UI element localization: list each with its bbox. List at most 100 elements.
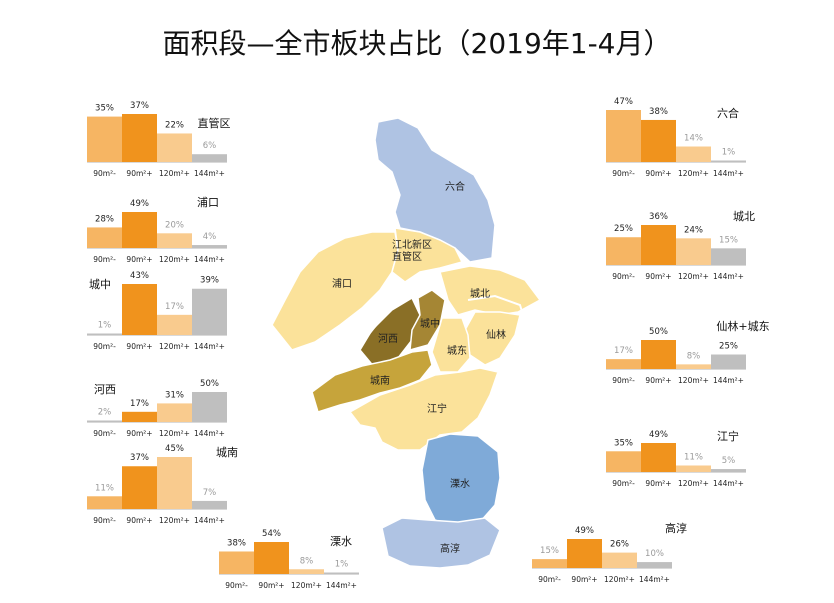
map-label-jiangning: 江宁 [427,402,447,415]
category-tick-label: 90m²+ [258,581,284,590]
bar-value-label: 45% [165,444,184,454]
bar-value-label: 11% [684,452,703,462]
category-tick-label: 90m²- [612,272,635,281]
category-tick-label: 90m²- [93,516,116,525]
chart-title: 面积段—全市板块占比（2019年1-4月） [162,27,672,60]
bar [606,451,641,472]
category-tick-label: 90m²- [93,342,116,351]
bar [122,466,157,509]
map-label-chengnan: 城南 [370,374,390,387]
bar [192,288,227,335]
category-tick-label: 90m²+ [126,342,152,351]
bar [289,569,324,574]
bar [87,496,122,509]
category-tick-label: 144m²+ [713,272,744,281]
bar [324,572,359,574]
bar [87,116,122,162]
map-region-chengbei [439,265,542,316]
bar-panel-9: 仙林+城东 17% 90m²- 50% 90m²+ 8% 120m²+ 25% 144m²+ [606,319,770,385]
map-label-lishui: 溧水 [450,477,470,490]
category-tick-label: 90m²+ [645,479,671,488]
bar-panel-6: 溧水 38% 90m²- 54% 90m²+ 8% 120m²+ 1% 144m²+ [219,529,359,590]
bar [122,212,157,248]
map-region-jiangning [348,367,499,451]
category-tick-label: 144m²+ [194,342,225,351]
category-tick-label: 90m²+ [645,376,671,385]
map-region-chengzhong [409,289,446,352]
bar-value-label: 24% [684,225,703,235]
category-tick-label: 144m²+ [194,429,225,438]
bar-value-label: 6% [203,141,217,151]
bar [711,248,746,265]
bar [711,354,746,369]
map-region-liuhe [374,117,496,263]
bar [606,237,641,265]
bar-value-label: 17% [614,346,633,356]
map-label-pukou: 浦口 [332,277,352,290]
bar-value-label: 8% [300,556,314,566]
bar [192,245,227,248]
bar-value-label: 25% [719,342,738,352]
category-tick-label: 120m²+ [604,575,635,584]
bar-value-label: 7% [203,488,217,498]
bar-value-label: 22% [165,120,184,130]
bar-panel-3: 城中 1% 90m²- 43% 90m²+ 17% 120m²+ 39% 144m²+ [87,271,227,351]
bar-value-label: 26% [610,540,629,550]
bar [532,559,567,568]
map-label-chengbei: 城北 [470,288,490,300]
bar-value-label: 36% [649,212,668,222]
bar-value-label: 43% [130,271,149,281]
bar [87,333,122,335]
panel-title: 河西 [94,383,116,396]
bar-value-label: 49% [649,430,668,440]
bar [641,119,676,162]
map-label-liuhe: 六合 [445,180,465,193]
bar [157,403,192,422]
bar-value-label: 31% [165,390,184,400]
map-label-jiangbei: 江北新区 [392,238,432,251]
bar-chart-panels: 直管区 35% 90m²- 37% 90m²+ 22% 120m²+ 6% 144m²+ 浦口 28… [87,97,770,590]
category-tick-label: 90m²+ [645,169,671,178]
category-tick-label: 90m²- [612,479,635,488]
map-region-jiangbei [391,227,464,283]
map-river-north [467,294,525,319]
category-tick-label: 120m²+ [159,429,190,438]
category-tick-label: 144m²+ [713,479,744,488]
bar-value-label: 38% [227,538,246,548]
category-tick-label: 90m²+ [126,255,152,264]
bar [254,542,289,574]
category-tick-label: 144m²+ [713,376,744,385]
category-tick-label: 120m²+ [159,255,190,264]
category-tick-label: 144m²+ [326,581,357,590]
bar-panel-2: 浦口 28% 90m²- 49% 90m²+ 20% 120m²+ 4% 144m²+ [87,196,227,264]
category-tick-label: 144m²+ [713,169,744,178]
bar-value-label: 37% [130,101,149,111]
category-tick-label: 90m²+ [126,429,152,438]
bar-value-label: 50% [649,327,668,337]
bar [711,160,746,162]
panel-title: 六合 [717,106,739,120]
bar [711,469,746,472]
category-tick-label: 90m²+ [126,516,152,525]
panel-title: 城中 [89,278,111,291]
panel-title: 直管区 [198,116,231,130]
map-region-chengdong [431,317,471,373]
category-tick-label: 120m²+ [678,272,709,281]
bar [122,411,157,422]
map-region-gaochun [381,517,501,569]
map-label-xianlin: 仙林 [486,328,506,341]
category-tick-label: 90m²+ [571,575,597,584]
bar-value-label: 17% [165,302,184,312]
bar [567,539,602,568]
bar [676,238,711,265]
bar-value-label: 38% [649,107,668,117]
bar [641,443,676,472]
bar-value-label: 2% [98,408,112,418]
bar [122,284,157,335]
bar-value-label: 50% [200,379,219,389]
bar-value-label: 49% [575,526,594,536]
category-tick-label: 120m²+ [159,342,190,351]
bar [641,225,676,265]
bar [157,133,192,162]
